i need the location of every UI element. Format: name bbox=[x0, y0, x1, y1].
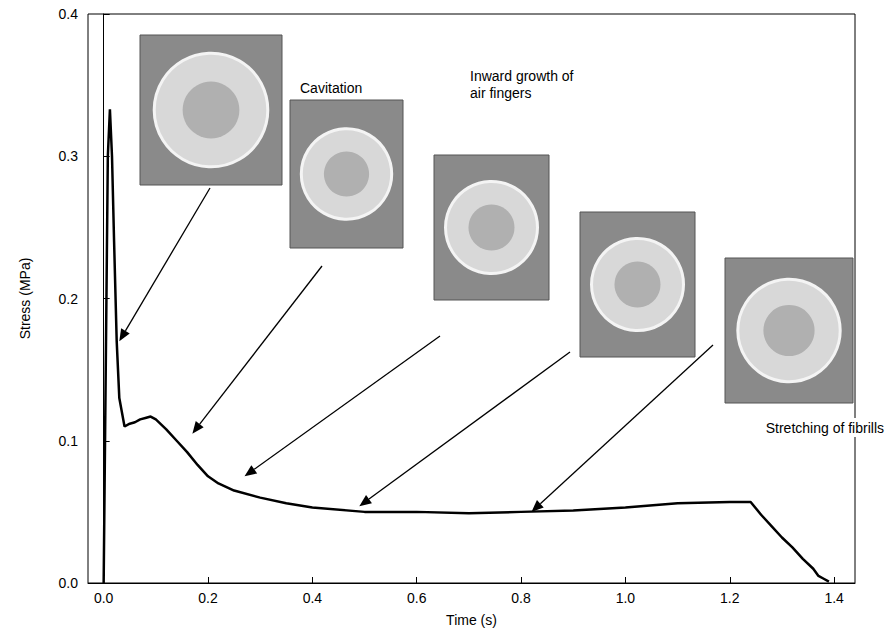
svg-text:Cavitation: Cavitation bbox=[300, 80, 362, 96]
svg-text:Time (s): Time (s) bbox=[446, 612, 497, 628]
svg-text:0.6: 0.6 bbox=[407, 590, 427, 606]
svg-text:0.0: 0.0 bbox=[59, 575, 79, 591]
svg-text:Inward growth of: Inward growth of bbox=[470, 68, 574, 84]
svg-text:0.8: 0.8 bbox=[511, 590, 531, 606]
svg-text:0.4: 0.4 bbox=[303, 590, 323, 606]
svg-text:Stress (MPa): Stress (MPa) bbox=[17, 258, 33, 340]
svg-text:0.2: 0.2 bbox=[198, 590, 218, 606]
svg-text:0.3: 0.3 bbox=[59, 148, 79, 164]
svg-text:1.2: 1.2 bbox=[720, 590, 740, 606]
svg-text:1.0: 1.0 bbox=[616, 590, 636, 606]
svg-text:0.4: 0.4 bbox=[59, 6, 79, 22]
svg-text:0.0: 0.0 bbox=[94, 590, 114, 606]
svg-text:1.4: 1.4 bbox=[824, 590, 844, 606]
svg-text:Stretching of fibrills: Stretching of fibrills bbox=[766, 420, 884, 436]
svg-text:0.2: 0.2 bbox=[59, 291, 79, 307]
svg-text:air fingers: air fingers bbox=[470, 85, 531, 101]
svg-text:0.1: 0.1 bbox=[59, 433, 79, 449]
